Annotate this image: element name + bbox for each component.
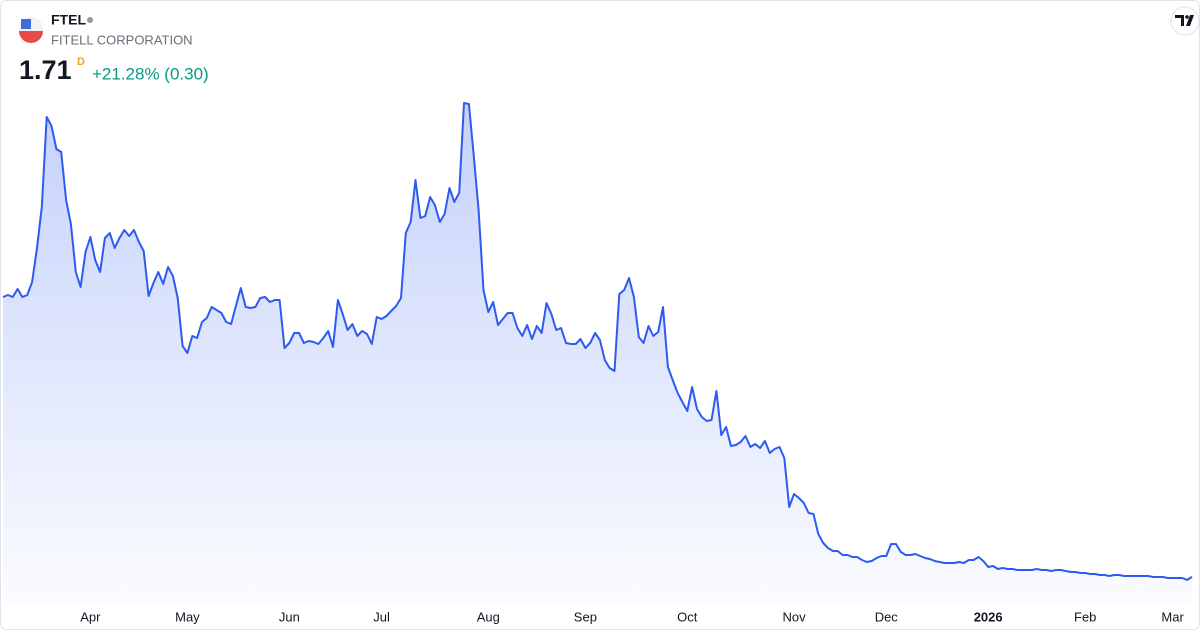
price-line (2, 102, 1193, 581)
x-tick-label: Feb (1074, 609, 1096, 624)
x-tick-label: Jun (279, 609, 300, 624)
x-tick-label: 2026 (974, 609, 1003, 624)
x-tick-label: Dec (875, 609, 899, 624)
price: 1.71 (19, 55, 72, 85)
symbol: FTEL (51, 12, 86, 28)
x-tick-label: Apr (80, 609, 101, 624)
change: +21.28% (0.30) (92, 64, 209, 83)
flag-icon (19, 17, 43, 43)
logo[interactable] (1170, 6, 1200, 36)
x-tick-label: Nov (782, 609, 806, 624)
x-tick-label: Oct (677, 609, 698, 624)
x-tick-label: Jul (373, 609, 390, 624)
plot: Apr May Jun Jul Aug Sep Oct Nov Dec 2026 Feb Mar (2, 102, 1193, 624)
x-tick-label: Aug (477, 609, 500, 624)
area-fill (3, 103, 1192, 605)
x-tick-label: Sep (574, 609, 597, 624)
status-dot (87, 17, 93, 23)
company-name: FITELL CORPORATION (51, 32, 193, 47)
x-tick-label: Mar (1161, 609, 1184, 624)
x-tick-label: May (175, 609, 200, 624)
interval: D (77, 56, 85, 68)
